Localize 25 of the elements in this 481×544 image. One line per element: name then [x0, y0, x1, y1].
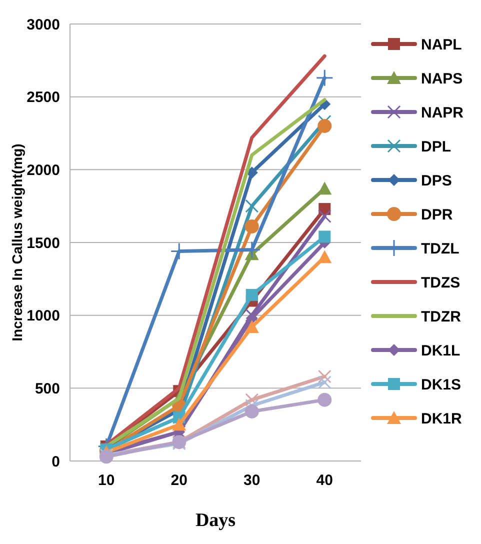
legend-label: TDZR	[421, 308, 462, 326]
legend-label: DK1R	[421, 410, 462, 428]
y-tick-label: 2500	[26, 89, 60, 106]
y-tick-label: 0	[52, 453, 60, 470]
legend-label: DPS	[421, 172, 452, 190]
legend-label: DK1L	[421, 342, 460, 360]
legend-label: DK1S	[421, 376, 462, 394]
x-tick-label: 10	[98, 472, 115, 489]
legend-label: NAPR	[421, 104, 464, 122]
legend-label: NAPS	[421, 70, 463, 88]
legend-label: TDZL	[421, 240, 460, 258]
x-axis-title: Days	[195, 510, 236, 531]
legend-label: TDZS	[421, 274, 460, 292]
y-axis-title: Increase In Callus weight(mg)	[9, 144, 25, 342]
y-tick-label: 3000	[26, 16, 60, 34]
y-tick-label: 1500	[26, 234, 60, 252]
y-tick-label: 500	[34, 380, 60, 398]
legend-label: DPL	[421, 138, 451, 156]
y-tick-label: 1000	[26, 308, 60, 325]
legend-label: NAPL	[421, 36, 462, 54]
legend-label: DPR	[421, 206, 453, 224]
x-tick-label: 20	[170, 472, 188, 489]
x-tick-label: 30	[244, 472, 260, 489]
y-tick-label: 2000	[26, 162, 60, 179]
x-tick-label: 40	[316, 472, 333, 489]
